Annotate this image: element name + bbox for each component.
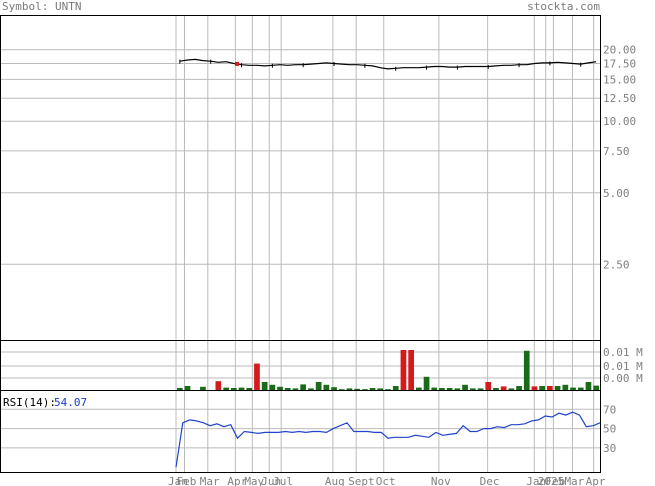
volume-y-tick-label: 0.01 M	[603, 360, 643, 373]
x-tick-label: Mar	[200, 475, 220, 486]
volume-bar	[493, 388, 499, 390]
x-tick-label: Feb	[176, 475, 196, 486]
volume-bar	[277, 386, 283, 390]
site-label: stockta.com	[527, 0, 600, 13]
volume-bar	[369, 388, 376, 390]
volume-bar	[300, 384, 306, 390]
volume-bar	[331, 387, 337, 390]
x-tick-label: Nov	[431, 475, 451, 486]
price-y-tick-label: 15.00	[603, 73, 636, 86]
volume-bar	[215, 381, 222, 390]
volume-bar	[346, 388, 353, 390]
price-y-tick-label: 10.00	[603, 115, 636, 128]
volume-bar	[231, 388, 237, 390]
volume-bar	[577, 387, 584, 390]
rsi-panel-frame	[0, 390, 601, 473]
volume-bar	[593, 385, 599, 390]
volume-bar	[238, 387, 245, 390]
volume-bar	[469, 388, 476, 390]
volume-bar	[362, 389, 368, 390]
price-candle-down	[235, 61, 239, 66]
symbol-label: Symbol: UNTN	[2, 0, 82, 13]
volume-bar	[585, 382, 592, 390]
volume-bar	[385, 389, 391, 390]
volume-bar	[377, 388, 384, 390]
x-tick-label: May	[244, 475, 264, 486]
rsi-series-line	[175, 411, 601, 468]
volume-bar	[539, 386, 545, 390]
rsi-label: RSI(14):	[3, 396, 56, 409]
volume-bar	[184, 386, 191, 390]
x-tick-label: Jan	[526, 475, 546, 486]
x-tick-label: Sept	[348, 475, 375, 486]
price-series-line	[179, 58, 597, 70]
x-tick-label: Oct	[376, 475, 396, 486]
volume-bar	[446, 388, 453, 390]
volume-bar	[516, 386, 522, 390]
volume-y-tick-label: 0.00 M	[603, 372, 643, 385]
volume-bar	[508, 388, 515, 390]
x-tick-label: Dec	[480, 475, 500, 486]
volume-bar	[485, 382, 492, 390]
volume-bar	[254, 363, 260, 390]
volume-bar	[462, 384, 468, 390]
volume-bar	[292, 388, 299, 390]
volume-y-tick-label: 0.01 M	[603, 346, 643, 359]
volume-bar	[323, 384, 330, 390]
volume-bar	[423, 376, 430, 390]
rsi-y-tick-label: 70	[603, 403, 616, 416]
volume-bar	[408, 350, 414, 390]
volume-bar	[284, 388, 291, 390]
volume-bar	[439, 388, 445, 390]
volume-bar	[269, 384, 276, 390]
volume-bar	[392, 386, 399, 390]
volume-bar	[177, 388, 183, 390]
volume-bar	[315, 382, 322, 390]
x-tick-label: Jan	[168, 475, 188, 486]
volume-bar	[523, 350, 530, 390]
x-tick-label: Jul	[273, 475, 293, 486]
x-tick-label: Feb	[545, 475, 565, 486]
volume-bar	[308, 388, 314, 390]
price-y-tick-label: 17.50	[603, 57, 636, 70]
rsi-value: 54.07	[54, 396, 87, 409]
volume-bar	[562, 384, 569, 390]
rsi-y-tick-label: 30	[603, 442, 616, 455]
price-y-tick-label: 20.00	[603, 44, 636, 57]
volume-bar	[246, 388, 253, 390]
x-tick-label: Mar	[564, 475, 584, 486]
price-y-tick-label: 12.50	[603, 92, 636, 105]
volume-bar	[223, 387, 229, 390]
volume-bar	[547, 386, 553, 390]
volume-bar	[261, 382, 268, 390]
x-tick-label: Jun	[261, 475, 281, 486]
volume-bar	[416, 387, 422, 390]
volume-bar	[554, 386, 561, 390]
volume-bar	[454, 388, 461, 390]
price-y-tick-label: 5.00	[603, 187, 630, 200]
volume-bar	[570, 387, 576, 390]
volume-bar	[200, 386, 206, 390]
symbol-value: UNTN	[54, 0, 82, 13]
price-y-tick-label: 2.50	[603, 258, 630, 271]
x-tick-label: Apr	[227, 475, 247, 486]
volume-bar	[531, 386, 538, 390]
volume-bar	[477, 388, 484, 390]
volume-bar	[500, 386, 507, 390]
x-tick-label: Aug	[325, 475, 345, 486]
volume-bar	[400, 350, 407, 390]
volume-bar	[338, 389, 345, 390]
rsi-y-tick-label: 50	[603, 423, 616, 436]
volume-bar	[354, 388, 360, 390]
price-y-tick-label: 7.50	[603, 145, 630, 158]
volume-bar	[431, 387, 438, 390]
x-tick-label: 2025	[538, 475, 565, 486]
x-tick-label: Apr	[586, 475, 606, 486]
